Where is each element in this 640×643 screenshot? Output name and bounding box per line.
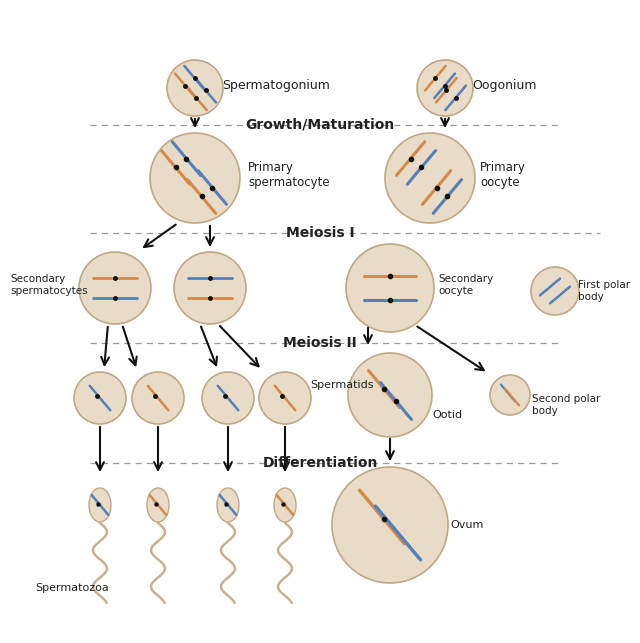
- Text: Growth/Maturation: Growth/Maturation: [245, 118, 395, 132]
- Ellipse shape: [147, 488, 169, 522]
- Text: Primary
spermatocyte: Primary spermatocyte: [248, 161, 330, 189]
- Text: Ootid: Ootid: [432, 410, 462, 420]
- Circle shape: [167, 60, 223, 116]
- Ellipse shape: [217, 488, 239, 522]
- Circle shape: [346, 244, 434, 332]
- Circle shape: [150, 133, 240, 223]
- Text: Meiosis I: Meiosis I: [285, 226, 355, 240]
- Text: Oogonium: Oogonium: [472, 78, 536, 91]
- Circle shape: [417, 60, 473, 116]
- Circle shape: [385, 133, 475, 223]
- Circle shape: [79, 252, 151, 324]
- Circle shape: [174, 252, 246, 324]
- Ellipse shape: [89, 488, 111, 522]
- Text: Primary
oocyte: Primary oocyte: [480, 161, 526, 189]
- Circle shape: [259, 372, 311, 424]
- Text: Second polar
body: Second polar body: [532, 394, 600, 416]
- Circle shape: [348, 353, 432, 437]
- Circle shape: [332, 467, 448, 583]
- Circle shape: [490, 375, 530, 415]
- Circle shape: [531, 267, 579, 315]
- Text: Spermatozoa: Spermatozoa: [35, 583, 109, 593]
- Ellipse shape: [274, 488, 296, 522]
- Text: First polar
body: First polar body: [578, 280, 630, 302]
- Text: Meiosis II: Meiosis II: [283, 336, 357, 350]
- Text: Secondary
oocyte: Secondary oocyte: [438, 274, 493, 296]
- Text: Ovum: Ovum: [450, 520, 483, 530]
- Circle shape: [74, 372, 126, 424]
- Text: Differentiation: Differentiation: [262, 456, 378, 470]
- Text: Secondary
spermatocytes: Secondary spermatocytes: [10, 274, 88, 296]
- Circle shape: [132, 372, 184, 424]
- Text: Spermatogonium: Spermatogonium: [222, 78, 330, 91]
- Circle shape: [202, 372, 254, 424]
- Text: Spermatids: Spermatids: [310, 380, 374, 390]
